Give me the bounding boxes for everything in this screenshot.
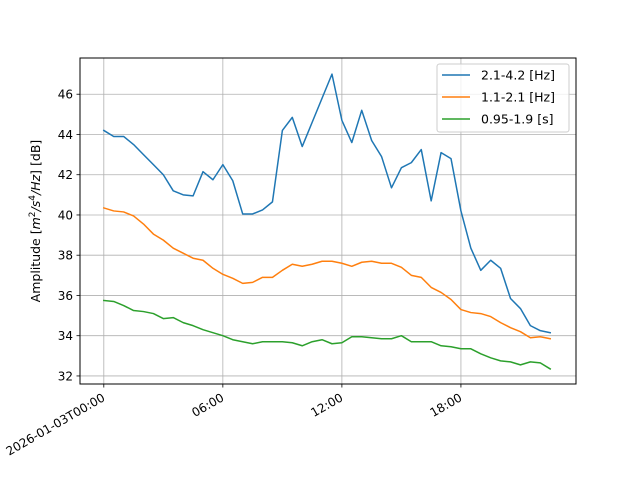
legend-box [436, 63, 570, 133]
legend-label-3: 0.95-1.9 [s] [481, 112, 553, 127]
y-tick-label: 46 [58, 88, 73, 102]
y-tick-label: 34 [58, 329, 73, 343]
y-tick-label: 44 [58, 128, 73, 142]
y-axis: 32 34 36 38 40 42 44 46 [58, 88, 80, 383]
grid-lines [80, 58, 576, 384]
y-tick-label: 38 [58, 249, 73, 263]
y-label-m: m [28, 217, 43, 229]
y-label-sup-4: 4 [28, 195, 38, 201]
legend: 2.1-4.2 [Hz] 1.1-2.1 [Hz] 0.95-1.9 [s] [436, 63, 570, 133]
series-line-2 [102, 206, 552, 340]
y-axis-label: Amplitude [m2/s4/Hz] [dB] [28, 140, 43, 303]
y-tick-label: 36 [58, 289, 73, 303]
y-label-sup-2: 2 [28, 211, 38, 217]
legend-label-1: 2.1-4.2 [Hz] [481, 68, 555, 83]
y-label-prefix: Amplitude [ [28, 229, 43, 302]
series-line-1 [102, 73, 552, 334]
series-line-3 [102, 299, 552, 370]
legend-label-2: 1.1-2.1 [Hz] [481, 90, 555, 105]
plot-area-frame [79, 57, 577, 385]
y-tick-label: 42 [58, 168, 73, 182]
y-tick-label: 40 [58, 208, 73, 222]
y-label-suffix: ] [dB] [28, 140, 43, 175]
y-label-per-hz: /Hz [28, 174, 43, 196]
y-label-per-s: /s [28, 200, 43, 212]
y-tick-label: 32 [58, 369, 73, 383]
plot-series [102, 73, 552, 370]
